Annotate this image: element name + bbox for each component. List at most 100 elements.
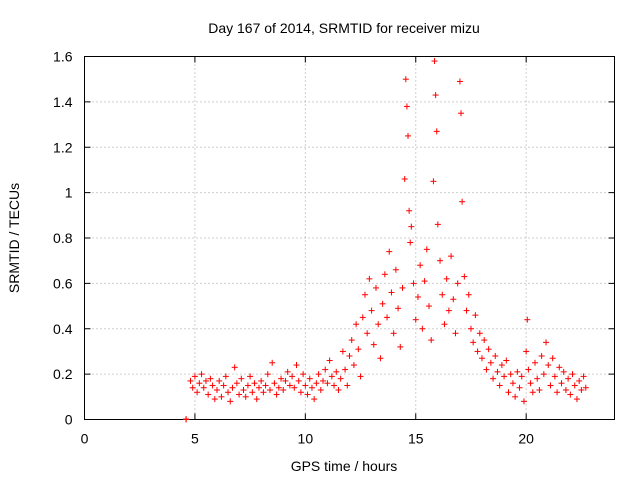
data-point bbox=[264, 371, 271, 378]
data-point bbox=[518, 373, 525, 380]
data-point bbox=[556, 364, 563, 371]
data-point bbox=[540, 371, 547, 378]
data-point bbox=[461, 273, 468, 280]
data-point bbox=[361, 291, 368, 298]
data-point bbox=[390, 330, 397, 337]
data-point bbox=[222, 373, 229, 380]
data-point bbox=[353, 321, 360, 328]
data-point bbox=[441, 321, 448, 328]
data-point bbox=[253, 396, 260, 403]
data-point bbox=[227, 398, 234, 405]
data-point bbox=[525, 366, 532, 373]
data-point bbox=[414, 293, 421, 300]
data-point bbox=[247, 373, 254, 380]
data-point bbox=[339, 348, 346, 355]
data-point bbox=[397, 343, 404, 350]
data-point bbox=[524, 316, 531, 323]
data-point bbox=[295, 377, 302, 384]
data-point bbox=[306, 375, 313, 382]
data-point bbox=[198, 371, 205, 378]
data-point bbox=[437, 257, 444, 264]
data-point bbox=[379, 300, 386, 307]
data-point bbox=[211, 396, 218, 403]
data-point bbox=[269, 359, 276, 366]
data-point bbox=[308, 384, 315, 391]
data-point bbox=[538, 352, 545, 359]
data-points bbox=[183, 58, 589, 423]
data-point bbox=[554, 389, 561, 396]
data-point bbox=[357, 373, 364, 380]
data-point bbox=[344, 382, 351, 389]
data-point bbox=[225, 389, 232, 396]
data-point bbox=[408, 223, 415, 230]
data-point bbox=[337, 375, 344, 382]
data-point bbox=[474, 348, 481, 355]
data-point bbox=[191, 373, 198, 380]
data-point bbox=[496, 382, 503, 389]
data-point bbox=[275, 384, 282, 391]
data-point bbox=[476, 330, 483, 337]
x-tick-label: 15 bbox=[408, 431, 424, 447]
data-point bbox=[434, 221, 441, 228]
data-point bbox=[196, 380, 203, 387]
data-point bbox=[514, 368, 521, 375]
data-point bbox=[209, 382, 216, 389]
data-point bbox=[271, 380, 278, 387]
data-point bbox=[505, 389, 512, 396]
data-point bbox=[280, 387, 287, 394]
chart-title: Day 167 of 2014, SRMTID for receiver miz… bbox=[208, 20, 480, 36]
data-point bbox=[527, 380, 534, 387]
y-tick-label: 0 bbox=[65, 412, 73, 428]
y-tick-label: 1.6 bbox=[53, 49, 73, 65]
data-point bbox=[313, 380, 320, 387]
data-point bbox=[381, 271, 388, 278]
data-point bbox=[576, 377, 583, 384]
data-point bbox=[205, 391, 212, 398]
data-point bbox=[258, 377, 265, 384]
data-point bbox=[282, 377, 289, 384]
x-tick-label: 0 bbox=[81, 431, 89, 447]
data-point bbox=[216, 377, 223, 384]
data-point bbox=[569, 371, 576, 378]
data-point bbox=[202, 377, 209, 384]
data-point bbox=[401, 176, 408, 183]
data-point bbox=[370, 341, 377, 348]
data-point bbox=[551, 373, 558, 380]
data-point bbox=[373, 284, 379, 291]
data-point bbox=[293, 362, 300, 369]
data-point bbox=[395, 305, 402, 312]
data-point bbox=[492, 352, 499, 359]
data-point bbox=[512, 393, 519, 400]
data-point bbox=[331, 382, 338, 389]
data-point bbox=[567, 391, 574, 398]
data-point bbox=[355, 346, 362, 353]
data-point bbox=[520, 398, 527, 405]
data-point bbox=[183, 416, 190, 423]
data-point bbox=[454, 280, 461, 287]
y-axis-label: SRMTID / TECUs bbox=[6, 183, 22, 293]
data-point bbox=[348, 337, 355, 344]
data-point bbox=[501, 373, 508, 380]
data-point bbox=[483, 366, 490, 373]
data-point bbox=[315, 371, 322, 378]
data-point bbox=[523, 348, 530, 355]
data-point bbox=[286, 382, 293, 389]
data-point bbox=[403, 103, 410, 110]
data-point bbox=[399, 284, 406, 291]
data-point bbox=[562, 387, 569, 394]
data-point bbox=[417, 262, 424, 269]
data-point bbox=[304, 391, 311, 398]
data-point bbox=[463, 307, 470, 314]
data-point bbox=[262, 382, 269, 389]
data-point bbox=[267, 387, 273, 394]
data-point bbox=[490, 375, 497, 382]
data-point bbox=[384, 314, 391, 321]
data-point bbox=[443, 275, 450, 282]
data-point bbox=[503, 357, 510, 364]
data-point bbox=[366, 275, 373, 282]
data-point bbox=[377, 355, 384, 362]
data-point bbox=[342, 366, 349, 373]
data-point bbox=[428, 337, 435, 344]
data-point bbox=[255, 384, 262, 391]
